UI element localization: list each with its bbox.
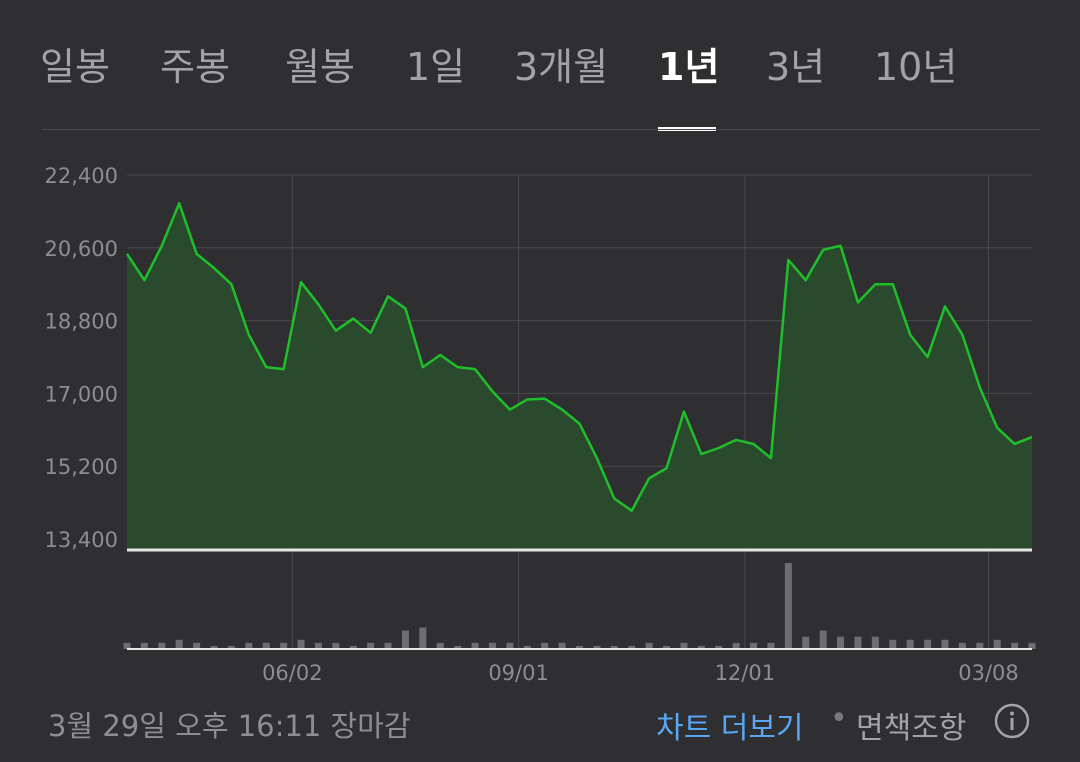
volume-bar [280,642,288,649]
tab-weekly[interactable]: 주봉 [160,45,230,89]
volume-bar [262,642,270,649]
volume-bar [732,642,740,649]
volume-bar [245,642,253,649]
volume-bar [210,645,218,649]
tab-monthly[interactable]: 월봉 [285,45,355,89]
market-close-status: 3월 29일 오후 16:11 장마감 [48,709,411,743]
volume-bar [419,627,427,649]
volume-bar [802,636,810,649]
volume-bar [471,642,479,649]
volume-bar [297,639,305,649]
volume-bar [628,645,636,649]
price-area-fill [127,203,1032,551]
volume-bar [767,642,775,649]
info-icon[interactable] [994,703,1030,739]
volume-bar [140,642,148,649]
tab-3-months[interactable]: 3개월 [514,45,609,89]
tab-1-year[interactable]: 1년 [658,45,720,89]
volume-bar [158,642,166,649]
volume-bar [889,639,897,649]
volume-bar [123,642,131,649]
volume-bar [576,645,583,649]
volume-bar [506,642,514,649]
volume-bar [784,563,792,649]
volume-bar [401,630,409,649]
x-tick-label: 03/08 [958,661,1019,685]
tabs-divider [42,129,1040,130]
volume-bar [1011,642,1019,649]
volume-bar [1028,642,1036,649]
volume-bar [837,636,845,649]
x-tick-label: 12/01 [715,661,776,685]
volume-bar [976,642,984,649]
volume-bar [750,642,758,649]
x-tick-label: 09/01 [488,661,549,685]
chart-footer: 3월 29일 오후 16:11 장마감 차트 더보기 • 면책조항 [0,695,1080,755]
tab-daily[interactable]: 일봉 [40,45,110,89]
price-line [125,202,1033,512]
x-tick-label: 06/02 [262,661,323,685]
y-tick-label: 20,600 [45,237,118,261]
volume-bar [332,642,340,649]
volume-bar [906,639,914,649]
volume-bar [663,645,671,649]
period-tabs: 일봉 주봉 월봉 1일 3개월 1년 3년 10년 [0,0,1080,131]
volume-bar [314,642,322,649]
volume-bar [941,639,949,649]
volume-bar [993,639,1001,649]
volume-bar [454,645,462,649]
tab-10-years[interactable]: 10년 [874,45,958,89]
volume-bar [523,645,531,649]
volume-bar [854,636,862,649]
volume-bar [680,642,688,649]
volume-bar [715,645,723,649]
volume-bar [436,642,444,649]
y-tick-label: 22,400 [45,164,118,188]
volume-bar [871,636,879,649]
y-tick-label: 17,000 [45,382,118,406]
volume-bar [610,645,618,649]
volume-bar [819,630,827,649]
volume-bar [175,639,183,649]
volume-bar [384,642,392,649]
more-chart-link[interactable]: 차트 더보기 [656,711,804,746]
volume-bar [958,642,966,649]
volume-bar [367,642,375,649]
tab-3-years[interactable]: 3년 [766,45,826,89]
volume-bar [541,642,549,649]
volume-bar [645,642,653,649]
tab-1-day[interactable]: 1일 [406,45,466,89]
y-tick-label: 15,200 [45,455,118,479]
volume-bar [924,639,932,649]
volume-bar [697,645,705,649]
volume-bar [227,645,235,649]
price-chart[interactable]: 22,400 20,600 18,800 17,000 15,200 13,400 06/0… [0,150,1080,685]
separator-dot: • [830,701,848,736]
volume-bar [558,642,566,649]
y-tick-label: 13,400 [45,528,118,552]
volume-bar [488,642,496,649]
volume-bar [593,645,601,649]
disclaimer-link[interactable]: 면책조항 [856,711,967,746]
volume-bar [193,642,201,649]
volume-bar [349,645,357,649]
y-tick-label: 18,800 [45,310,118,334]
